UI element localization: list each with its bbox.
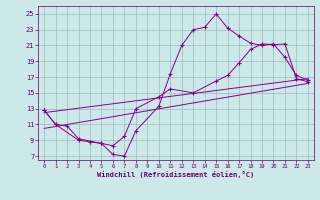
X-axis label: Windchill (Refroidissement éolien,°C): Windchill (Refroidissement éolien,°C) (97, 171, 255, 178)
